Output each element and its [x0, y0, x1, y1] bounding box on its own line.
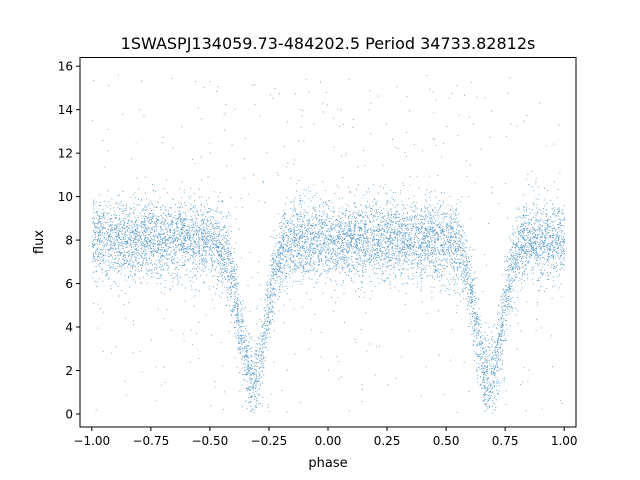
x-tick-label: 0.25 [374, 434, 401, 448]
y-tick-label: 16 [58, 60, 73, 74]
y-tick-label: 8 [65, 234, 73, 248]
data-points [91, 74, 566, 414]
chart-title: 1SWASPJ134059.73-484202.5 Period 34733.8… [121, 34, 536, 53]
scatter-points [91, 74, 566, 414]
x-tick-label: −0.25 [251, 434, 288, 448]
y-tick-label: 6 [65, 277, 73, 291]
y-tick-label: 12 [58, 147, 73, 161]
x-tick-label: 0.75 [492, 434, 519, 448]
x-axis-label: phase [308, 456, 347, 471]
x-tick-label: 0.50 [433, 434, 460, 448]
y-tick-label: 4 [65, 321, 73, 335]
y-tick-label: 2 [65, 364, 73, 378]
y-tick-label: 0 [65, 407, 73, 421]
y-tick-label: 10 [58, 190, 73, 204]
x-tick-label: −0.50 [192, 434, 229, 448]
x-axis-ticks: −1.00 −0.75 −0.50 −0.25 0.00 0.25 0.50 0.75 1.00 [73, 427, 578, 448]
plot-frame [79, 57, 577, 428]
x-tick-label: 1.00 [551, 434, 578, 448]
x-tick-label: −1.00 [73, 434, 110, 448]
x-tick-label: 0.00 [315, 434, 342, 448]
x-tick-label: −0.75 [132, 434, 169, 448]
y-tick-label: 14 [58, 103, 73, 117]
y-axis-label: flux [32, 230, 47, 254]
y-axis-ticks: 0 2 4 6 8 10 12 14 16 [58, 60, 80, 421]
